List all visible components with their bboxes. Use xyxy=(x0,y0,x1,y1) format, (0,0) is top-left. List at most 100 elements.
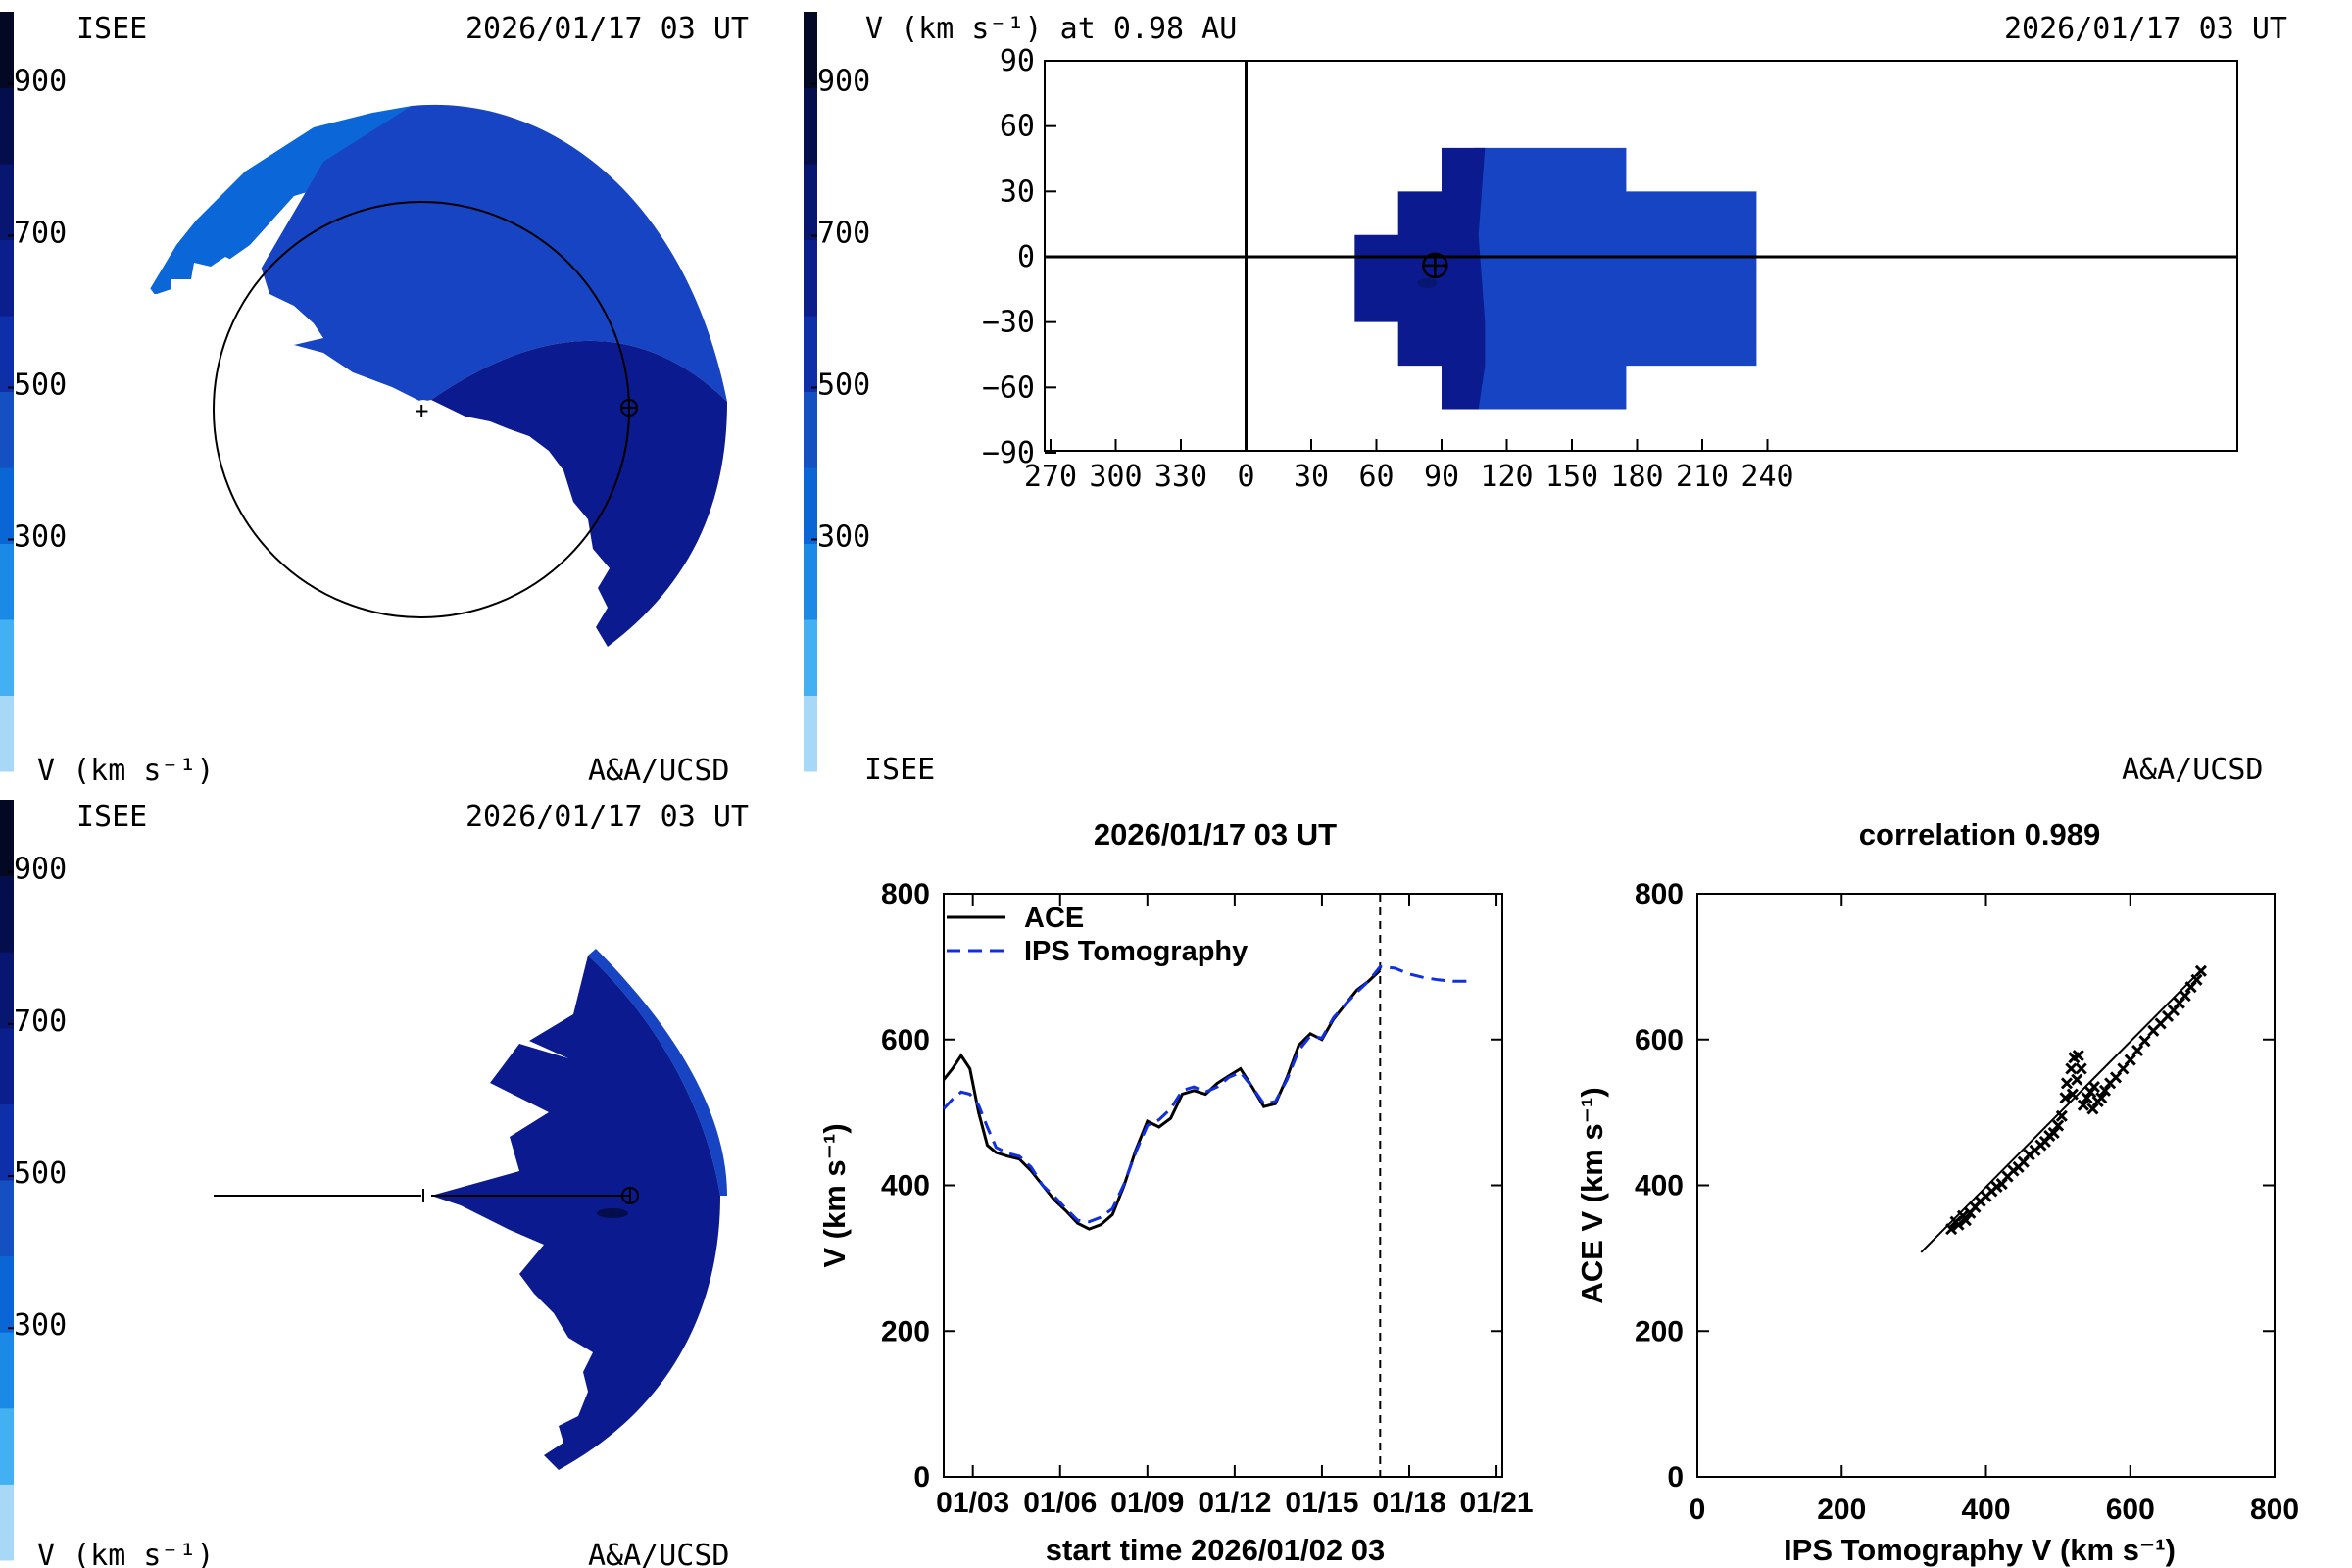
chart-title: correlation 0.989 xyxy=(1859,817,2100,852)
colorbar-band xyxy=(0,467,14,544)
y-tick-label: 0 xyxy=(1667,1461,1684,1494)
colorbar-band xyxy=(804,391,817,468)
colorbar-band xyxy=(0,1027,14,1104)
colorbar-band xyxy=(804,467,817,544)
sun-marker: + xyxy=(415,397,428,424)
colorbar-tick-label: 900 xyxy=(817,65,870,99)
colorbar-tick-label: 500 xyxy=(14,368,67,403)
ace-series-line xyxy=(942,969,1382,1231)
scatter-point xyxy=(2072,1050,2084,1062)
x-tick-label: 60 xyxy=(1358,460,1394,494)
timestamp: 2026/01/17 03 UT xyxy=(2004,12,2287,46)
x-tick-label: 01/06 xyxy=(1023,1487,1097,1519)
y-tick-label: 90 xyxy=(1000,44,1035,78)
scatter-chart: correlation 0.989 IPS Tomography V (km s… xyxy=(1575,817,2299,1567)
colorbar-band xyxy=(804,239,817,317)
colorbar-tick-label: 500 xyxy=(817,368,870,403)
colorbar-band xyxy=(0,1407,14,1485)
scatter-point xyxy=(2138,1035,2151,1048)
scatter-point xyxy=(2194,964,2207,977)
ips-series-line xyxy=(942,964,1468,1224)
institution-label: ISEE xyxy=(76,800,147,834)
x-tick-label: 120 xyxy=(1480,460,1533,494)
bottom-left-panel: 900 700 500 300 ISEE 2026/01/17 03 UT V (km… xyxy=(0,784,804,1568)
colorbar: 900 700 500 300 xyxy=(0,800,67,1561)
y-tick-label: 800 xyxy=(881,878,930,910)
scatter-point xyxy=(2077,1099,2089,1111)
medium-wind-region xyxy=(245,104,727,402)
institution-label: ISEE xyxy=(76,12,147,46)
colorbar-band xyxy=(0,164,14,240)
y-tick-label: 600 xyxy=(881,1024,930,1056)
colorbar-band xyxy=(0,1255,14,1333)
scatter-point xyxy=(1945,1223,1958,1236)
x-tick-label: 30 xyxy=(1294,460,1329,494)
timestamp: 2026/01/17 03 UT xyxy=(466,800,749,834)
x-tick-label: 01/12 xyxy=(1198,1487,1271,1519)
colorbar-band xyxy=(0,239,14,317)
x-tick-label: 01/21 xyxy=(1460,1487,1534,1519)
time-series-chart: 2026/01/17 03 UT start time 2026/01/02 0… xyxy=(817,817,1534,1567)
colorbar-band xyxy=(804,87,817,165)
x-tick-label: 270 xyxy=(1024,460,1077,494)
colorbar-band xyxy=(804,695,817,772)
colorbar-band xyxy=(0,87,14,165)
colorbar-tick-label: 900 xyxy=(14,65,67,99)
colorbar-band xyxy=(0,12,14,88)
fast-stream-spot xyxy=(1417,277,1438,288)
top-right-panel: 900 700 500 300 V (km s⁻¹) at 0.98 AU 2026/… xyxy=(804,0,2352,784)
colorbar-band xyxy=(0,800,14,877)
y-tick-label: 400 xyxy=(1635,1170,1684,1202)
credit-label: A&A/UCSD xyxy=(588,754,730,784)
y-tick-label: 30 xyxy=(1000,174,1035,209)
y-tick-label: −90 xyxy=(982,436,1035,470)
scatter-point xyxy=(1952,1218,1965,1231)
scatter-point xyxy=(1959,1214,1972,1227)
colorbar-band xyxy=(0,1180,14,1257)
x-tick-label: 600 xyxy=(2106,1494,2155,1526)
y-tick-label: 200 xyxy=(1635,1315,1684,1348)
x-tick-label: 01/09 xyxy=(1110,1487,1184,1519)
x-tick-label: 01/18 xyxy=(1372,1487,1446,1519)
scatter-point xyxy=(2098,1084,2112,1097)
top-left-panel: 900 700 500 300 ISEE 2026/01/17 03 UT V (km… xyxy=(0,0,804,784)
colorbar-band xyxy=(0,543,14,620)
credit-label: A&A/UCSD xyxy=(2122,753,2264,784)
x-tick-label: 0 xyxy=(1237,460,1254,494)
legend-ace-label: ACE xyxy=(1024,903,1084,934)
scatter-point xyxy=(2075,1062,2087,1075)
colorbar-tick-label: 300 xyxy=(817,520,870,555)
colorbar-band xyxy=(0,1484,14,1561)
scatter-point xyxy=(2047,1126,2060,1140)
plot-frame xyxy=(943,893,1503,1478)
colorbar-band xyxy=(804,316,817,392)
colorbar-tick-label: 700 xyxy=(817,217,870,251)
y-tick-label: 200 xyxy=(881,1315,930,1348)
x-tick-label: 200 xyxy=(1817,1494,1866,1526)
colorbar-tick-label: 300 xyxy=(14,1308,67,1343)
y-axis-label: ACE V (km s⁻¹) xyxy=(1575,1087,1609,1303)
scatter-point xyxy=(2065,1062,2078,1075)
slow-wind-region xyxy=(1474,147,1757,410)
scatter-point xyxy=(2190,973,2203,986)
y-tick-label: 0 xyxy=(913,1461,930,1494)
x-tick-label: 90 xyxy=(1424,460,1459,494)
legend-ips-label: IPS Tomography xyxy=(1024,936,1248,967)
colorbar-band xyxy=(804,12,817,88)
y-tick-label: −60 xyxy=(982,370,1035,405)
x-axis-label: start time 2026/01/02 03 xyxy=(1046,1533,1385,1567)
x-tick-label: 180 xyxy=(1610,460,1663,494)
x-tick-label: 240 xyxy=(1740,460,1793,494)
colorbar: 900 700 500 300 xyxy=(0,12,67,772)
x-tick-label: 150 xyxy=(1545,460,1598,494)
fast-wind-region xyxy=(431,340,727,647)
colorbar-band xyxy=(0,1103,14,1181)
time-series-panel: 2026/01/17 03 UT start time 2026/01/02 0… xyxy=(804,784,1548,1568)
scatter-point xyxy=(2071,1073,2083,1086)
x-tick-label: 01/03 xyxy=(936,1487,1009,1519)
colorbar-band xyxy=(0,619,14,696)
scatter-point xyxy=(2066,1088,2079,1101)
colorbar-label: V (km s⁻¹) xyxy=(37,1539,215,1568)
scatter-point xyxy=(2132,1044,2144,1056)
